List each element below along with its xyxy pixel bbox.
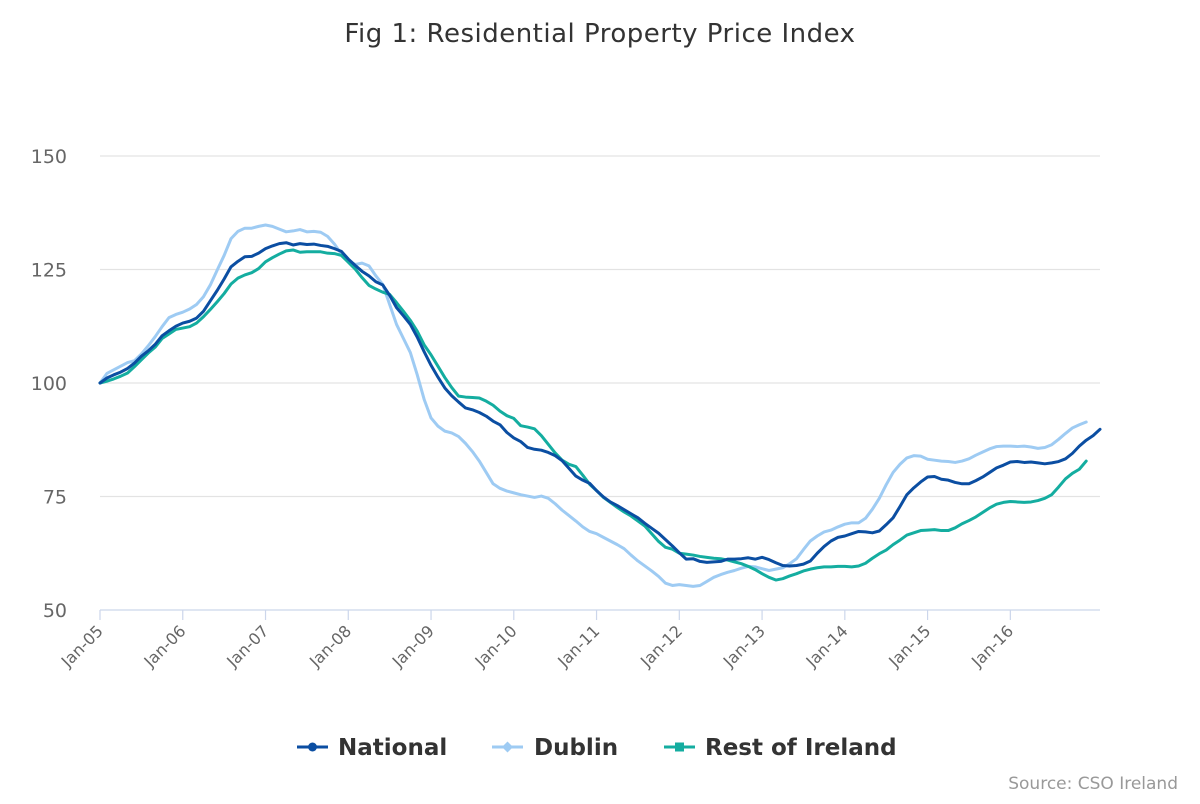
legend-marker-diamond-icon <box>502 741 513 753</box>
x-tick-label: Jan-13 <box>719 621 769 671</box>
legend-item-rest-of-ireland[interactable]: Rest of Ireland <box>664 735 897 761</box>
series-line-dublin[interactable] <box>98 223 1088 588</box>
y-tick-label: 100 <box>31 373 67 395</box>
x-tick-label: Jan-16 <box>967 621 1017 671</box>
x-tick-label: Jan-14 <box>802 621 852 671</box>
series-layer <box>98 223 1102 588</box>
chart-title: Fig 1: Residential Property Price Index <box>344 19 855 49</box>
legend-item-national[interactable]: National <box>297 735 447 761</box>
x-tick-label: Jan-08 <box>305 621 355 671</box>
x-tick-label: Jan-09 <box>388 621 438 671</box>
y-tick-label: 125 <box>31 260 67 282</box>
legend[interactable]: National Dublin Rest of Ireland <box>297 735 897 761</box>
x-tick-label: Jan-15 <box>884 621 934 671</box>
x-tick-label: Jan-05 <box>57 621 107 671</box>
x-tick-label: Jan-11 <box>553 621 603 671</box>
legend-label: Rest of Ireland <box>705 735 897 761</box>
x-tick-label: Jan-06 <box>140 621 190 671</box>
legend-marker-circle-icon <box>308 742 317 752</box>
y-axis: 50 75 100 125 150 <box>31 146 67 622</box>
y-tick-label: 50 <box>43 600 67 622</box>
series-line-national[interactable] <box>98 241 1102 568</box>
legend-label: National <box>338 735 447 761</box>
y-tick-label: 150 <box>31 146 67 168</box>
x-axis: Jan-05 Jan-06 Jan-07 Jan-08 Jan-09 Jan-10 Jan-… <box>57 609 1100 671</box>
gridlines <box>100 155 1100 498</box>
y-tick-label: 75 <box>43 487 67 509</box>
x-tick-label: Jan-12 <box>636 621 686 671</box>
legend-item-dublin[interactable]: Dublin <box>492 735 618 761</box>
x-tick-label: Jan-10 <box>471 621 521 671</box>
legend-label: Dublin <box>534 735 618 761</box>
x-tick-label: Jan-07 <box>222 621 272 671</box>
series-line-rest-of-ireland[interactable] <box>98 248 1088 582</box>
source-note: Source: CSO Ireland <box>1008 774 1178 794</box>
legend-marker-square-icon <box>675 742 684 752</box>
